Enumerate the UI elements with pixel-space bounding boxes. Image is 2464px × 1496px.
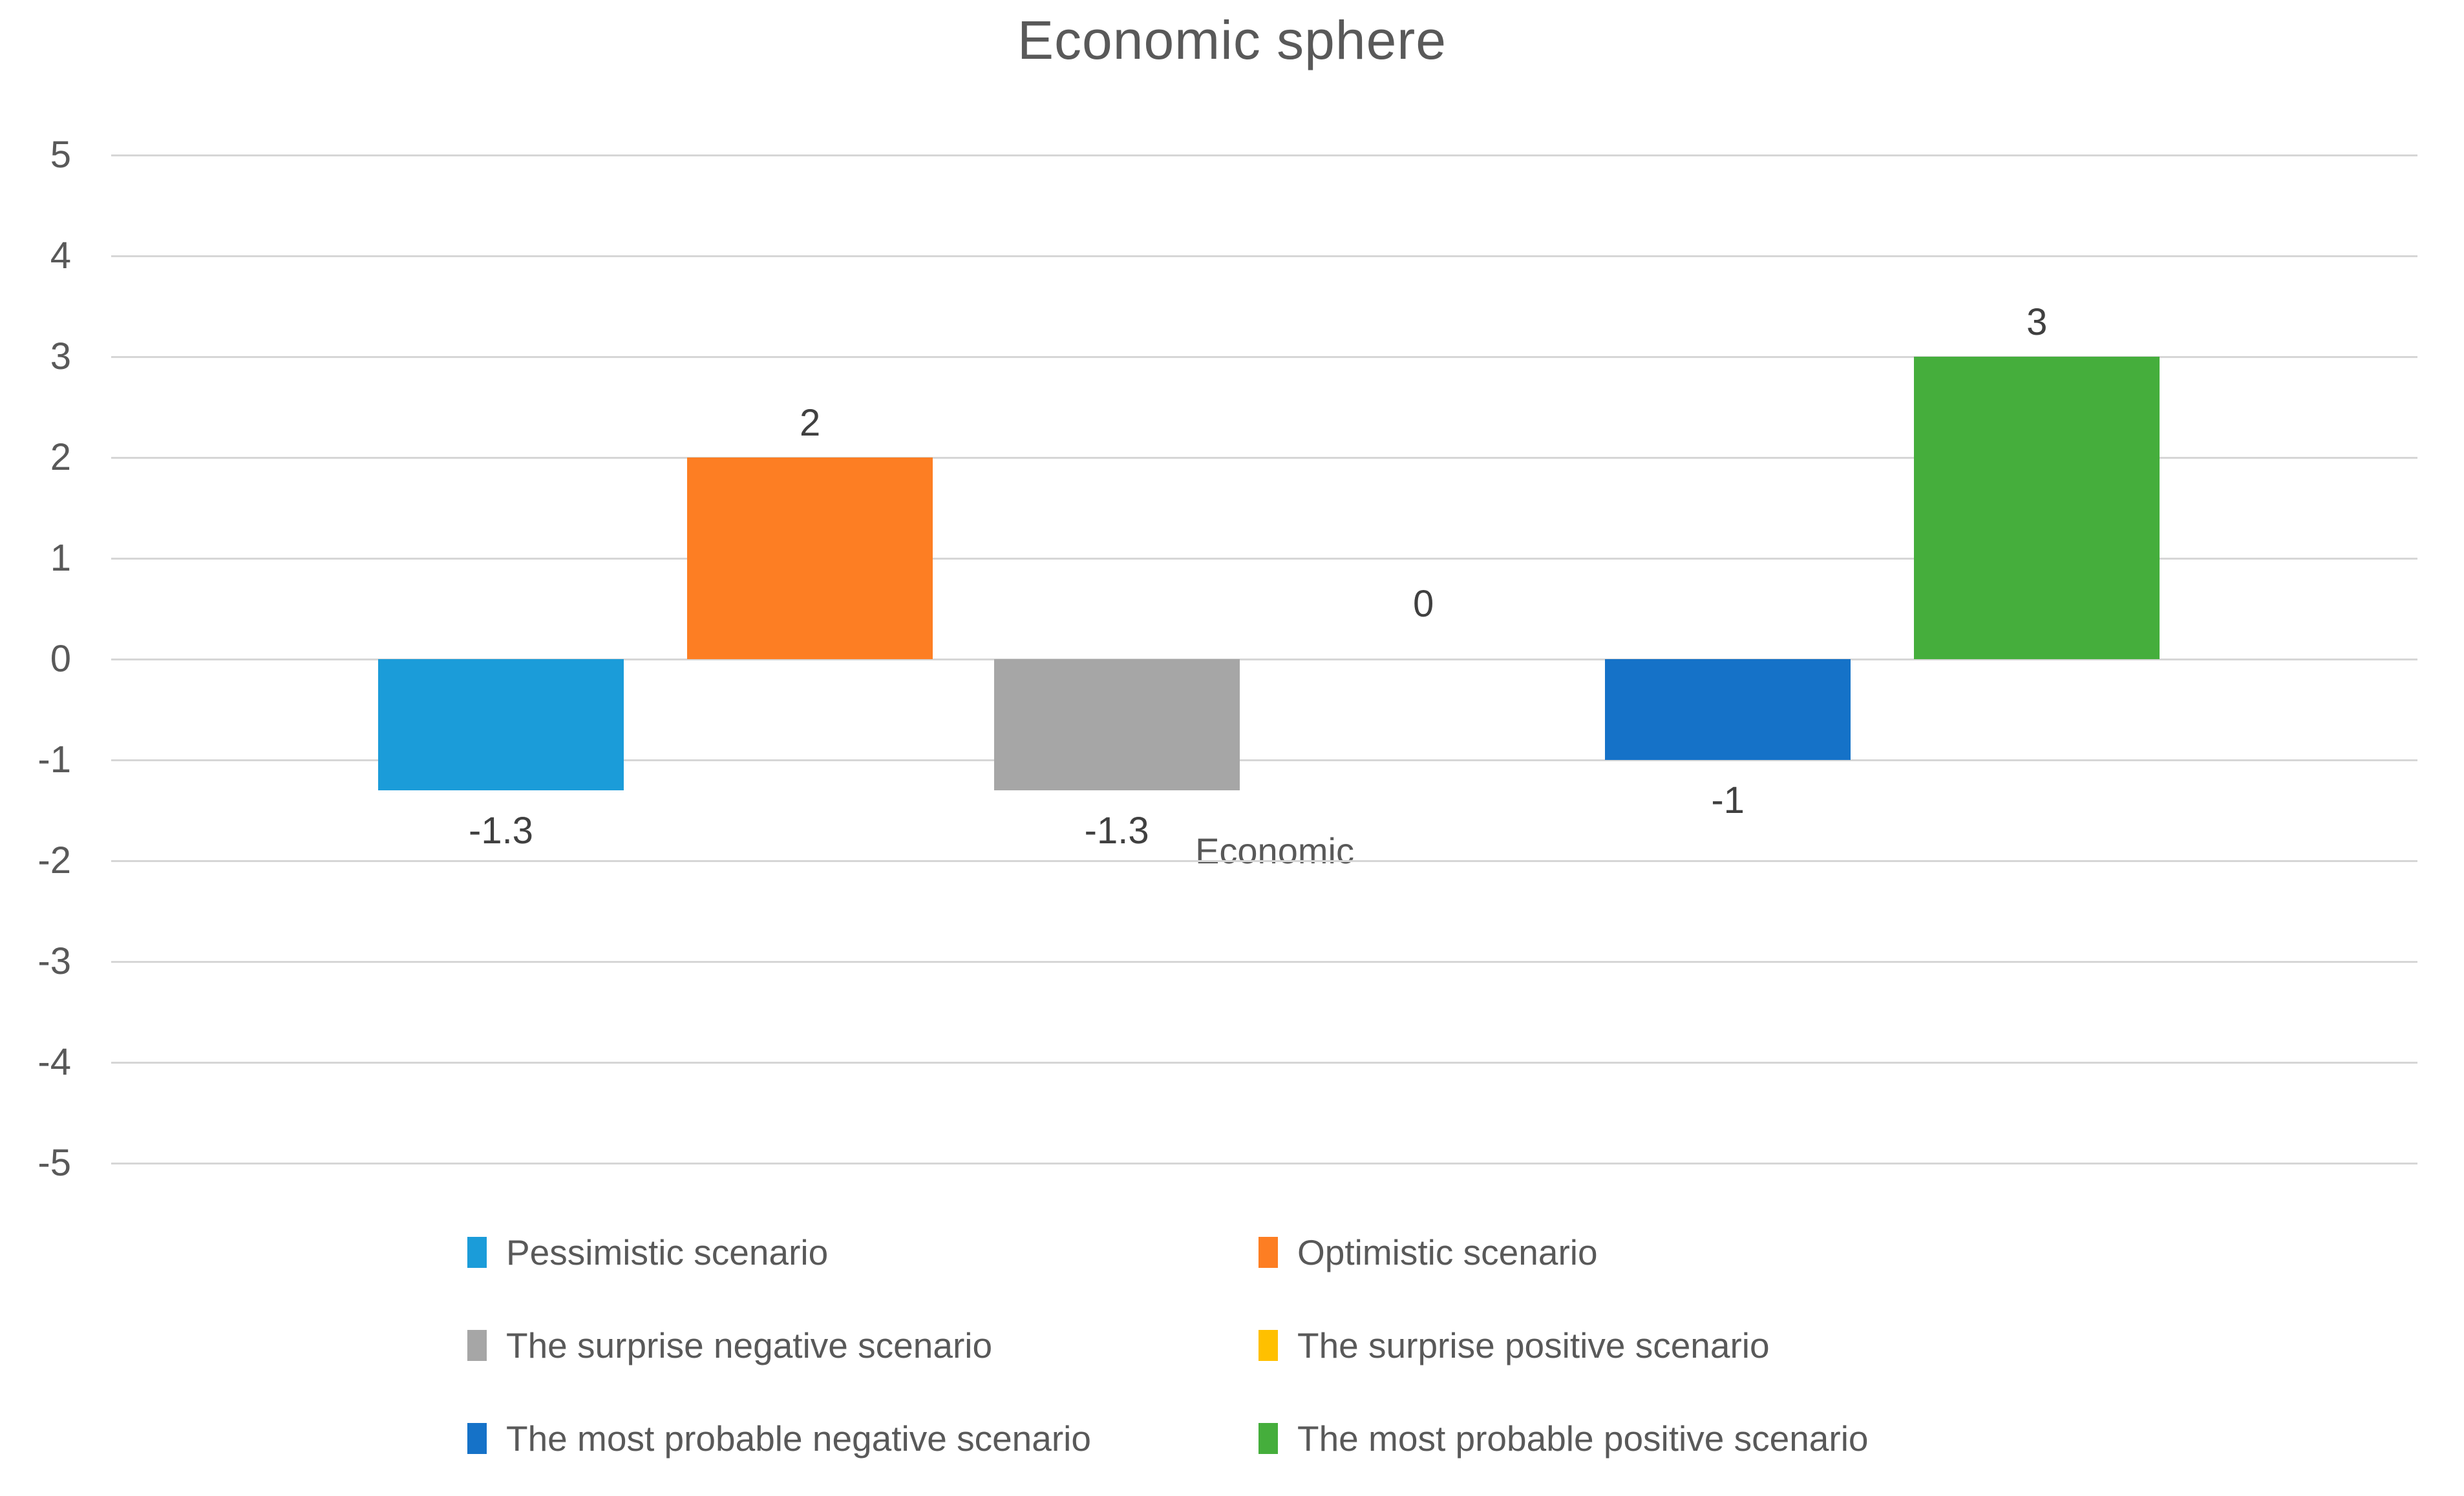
gridline (111, 658, 2417, 660)
bar-value-label: -1 (1711, 779, 1745, 821)
legend-label: The surprise positive scenario (1297, 1325, 1770, 1365)
bar-value-label: 2 (799, 402, 821, 444)
gridline (111, 557, 2417, 560)
bar-value-label: -1.3 (469, 809, 533, 852)
legend-item: Pessimistic scenario (467, 1229, 828, 1276)
legend-swatch (1259, 1423, 1278, 1454)
bar-1 (377, 659, 624, 790)
gridline (111, 154, 2417, 156)
gridline (111, 456, 2417, 459)
legend-item: The most probable negative scenario (467, 1415, 1091, 1462)
gridline (111, 1061, 2417, 1064)
legend-label: The most probable positive scenario (1297, 1418, 1869, 1459)
bar-6 (1914, 357, 2160, 659)
legend-item: The surprise negative scenario (467, 1322, 992, 1369)
y-tick-label: 4 (50, 235, 71, 277)
legend-swatch (467, 1330, 487, 1361)
legend-label: Optimistic scenario (1297, 1232, 1598, 1272)
legend-label: The most probable negative scenario (506, 1418, 1091, 1459)
legend-label: The surprise negative scenario (506, 1325, 993, 1365)
gridline (111, 759, 2417, 761)
gridline (111, 355, 2417, 358)
y-tick-label: -4 (37, 1041, 71, 1083)
y-tick-label: 5 (50, 134, 71, 176)
bar-5 (1605, 659, 1851, 760)
y-tick-label: -3 (37, 940, 71, 982)
chart-title: Economic sphere (1017, 10, 1447, 70)
legend-swatch (467, 1423, 487, 1454)
y-tick-label: -5 (37, 1142, 71, 1184)
gridline (111, 1162, 2417, 1164)
legend-item: The most probable positive scenario (1259, 1415, 1869, 1462)
legend-swatch (1259, 1237, 1278, 1268)
bar-value-label: -1.3 (1084, 809, 1149, 852)
gridline (111, 960, 2417, 963)
legend-swatch (1259, 1330, 1278, 1361)
y-tick-label: 2 (50, 436, 71, 478)
gridline (111, 255, 2417, 257)
y-tick-label: -1 (37, 739, 71, 781)
bar-3 (993, 659, 1240, 790)
legend-label: Pessimistic scenario (506, 1232, 829, 1272)
bar-value-label: 3 (2026, 301, 2048, 343)
plot-area: Economic -1.3 2 -1.3 0 -1 3 (111, 154, 2417, 1164)
x-category-label: Economic (1195, 830, 1354, 871)
legend-swatch (467, 1237, 487, 1268)
y-tick-label: 1 (50, 537, 71, 579)
bar-2 (687, 458, 933, 659)
legend-item: The surprise positive scenario (1259, 1322, 1770, 1369)
bar-value-label: 0 (1413, 583, 1434, 625)
y-tick-label: -2 (37, 839, 71, 881)
gridline (111, 859, 2417, 862)
y-tick-label: 0 (50, 638, 71, 680)
y-tick-label: 3 (50, 335, 71, 377)
legend-item: Optimistic scenario (1259, 1229, 1598, 1276)
